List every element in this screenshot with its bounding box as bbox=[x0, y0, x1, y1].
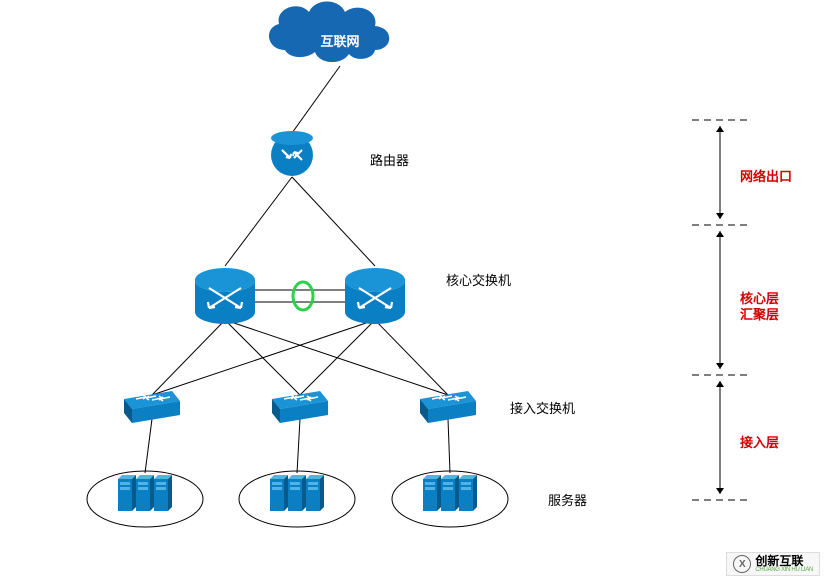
server-group-1 bbox=[87, 471, 203, 527]
core-switch-left bbox=[195, 268, 255, 324]
router-icon bbox=[271, 131, 313, 176]
watermark-cn: 创新互联 bbox=[755, 555, 813, 567]
svg-text:互联网: 互联网 bbox=[320, 34, 359, 49]
watermark-icon: X bbox=[733, 555, 751, 573]
network-diagram: 互联网 bbox=[0, 0, 824, 580]
server-group-3 bbox=[392, 471, 508, 527]
watermark-en: CHUANG XIN HU LIAN bbox=[755, 567, 813, 573]
layer-aggregation-label: 汇聚层 bbox=[740, 304, 779, 323]
devices bbox=[124, 131, 476, 423]
core-switch-right bbox=[345, 268, 405, 324]
internet-cloud: 互联网 bbox=[269, 2, 389, 63]
server-groups bbox=[87, 471, 508, 527]
access-switch-3 bbox=[420, 391, 476, 423]
router-label: 路由器 bbox=[370, 150, 409, 169]
layer-exit-label: 网络出口 bbox=[740, 166, 792, 185]
server-label: 服务器 bbox=[548, 490, 587, 509]
access-switch-1 bbox=[124, 391, 180, 423]
access-switch-label: 接入交换机 bbox=[510, 398, 575, 417]
server-group-2 bbox=[239, 471, 355, 527]
watermark: X 创新互联 CHUANG XIN HU LIAN bbox=[726, 552, 820, 576]
layer-access-label: 接入层 bbox=[740, 432, 779, 451]
core-switch-label: 核心交换机 bbox=[446, 270, 511, 289]
access-switch-2 bbox=[272, 391, 328, 423]
